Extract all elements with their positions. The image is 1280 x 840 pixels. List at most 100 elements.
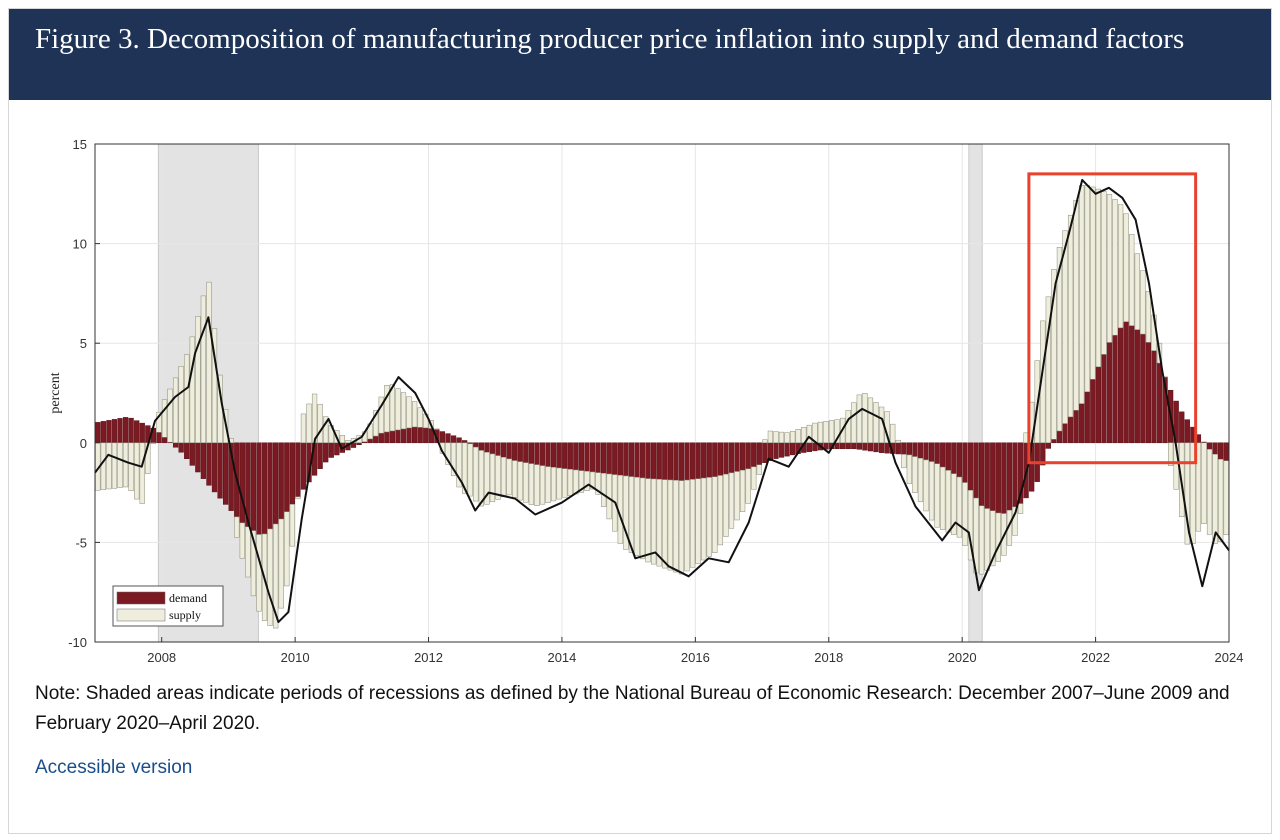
supply-bar [384,385,390,433]
supply-bar [267,528,273,626]
total-line [94,178,1230,624]
demand-bar [906,442,912,456]
demand-bar [328,442,334,458]
supply-bar [323,416,329,444]
y-tick-label: -5 [75,535,87,550]
demand-bar [506,442,512,460]
demand-bar [1079,403,1085,444]
demand-bar [651,442,657,480]
supply-bar [100,442,106,490]
demand-bar [156,432,162,444]
supply-bar [745,468,751,504]
supply-bar [1101,191,1107,355]
supply-bar [184,354,190,444]
demand-bar [1151,350,1157,444]
accessible-version-link[interactable]: Accessible version [35,757,193,778]
demand-bar [334,442,340,456]
supply-bar [200,295,207,444]
demand-bar [1145,342,1152,444]
demand-bar [639,442,646,479]
supply-bar [678,480,685,575]
supply-bar [945,470,951,533]
demand-bar [1073,410,1079,444]
demand-bar [356,442,362,446]
supply-bar [823,421,829,444]
demand-bar [489,442,496,455]
supply-bar [462,442,468,494]
decomposition-chart: 2008 2010 2012 2014 2016 2018 2020 2022 2024 -10 -… [48,137,1243,665]
demand-bar [1067,416,1074,444]
supply-bar [1062,230,1068,424]
supply-bar [645,478,651,563]
supply-bar [928,461,935,521]
demand-bar [1090,379,1096,444]
demand-bar [567,442,573,470]
supply-bar [256,534,262,612]
legend-swatch-demand [116,591,166,605]
demand-bar [667,442,673,481]
supply-bar [1195,442,1202,532]
demand-bar [456,437,462,444]
demand-bar [417,427,423,444]
supply-bar [245,526,251,578]
supply-bar [639,477,646,560]
demand-bar [450,435,457,444]
demand-bar [728,442,735,474]
supply-bar [178,366,184,444]
supply-bar [656,479,662,567]
supply-bar [500,456,507,498]
demand-bar [628,442,635,477]
demand-bar [617,442,623,476]
supply-bar [195,316,201,444]
demand-bar [1112,334,1118,444]
supply-bar [1190,442,1196,544]
demand-bar [217,442,223,499]
x-tick-label: 2012 [414,650,443,665]
supply-bar [295,496,301,500]
demand-bar [189,442,195,466]
supply-bar [979,505,985,575]
supply-bar [1184,442,1190,545]
supply-bar [278,518,284,609]
supply-bar [167,388,173,443]
demand-bar [378,432,384,444]
y-tick-label: 5 [80,336,87,351]
demand-bar [478,442,484,451]
x-tick-label: 2008 [147,650,176,665]
supply-bar [506,458,512,496]
supply-bar [1012,506,1018,536]
supply-bar [695,478,701,564]
demand-bar [962,442,968,483]
supply-bar [706,477,712,557]
demand-bar [122,417,129,444]
demand-bar [773,442,779,459]
demand-bar [184,442,190,459]
chart-area: 2008 2010 2012 2014 2016 2018 2020 2022 2024 -10 -… [9,110,1271,680]
supply-bar [134,442,140,500]
supply-bar [912,456,918,493]
demand-bar [495,442,501,456]
supply-bar [862,393,868,444]
supply-bar [851,402,857,444]
supply-bar [434,428,440,430]
supply-bar [345,440,351,444]
supply-bar [317,403,323,444]
demand-bar [1140,333,1146,444]
demand-bar [256,442,262,535]
demand-bar [717,442,723,476]
demand-bar [373,435,379,444]
supply-bar [689,479,696,568]
supply-bar [139,442,145,504]
demand-bar [573,442,579,471]
supply-bar [773,431,779,444]
supply-bar [1201,442,1207,524]
supply-bar [250,530,257,597]
demand-bar [400,428,407,444]
demand-bar [589,442,596,473]
demand-bar [500,442,507,458]
supply-bar [817,421,824,444]
supply-bar [712,476,718,553]
supply-bar [122,442,129,488]
supply-bar [995,512,1001,562]
demand-bar [1206,442,1213,450]
